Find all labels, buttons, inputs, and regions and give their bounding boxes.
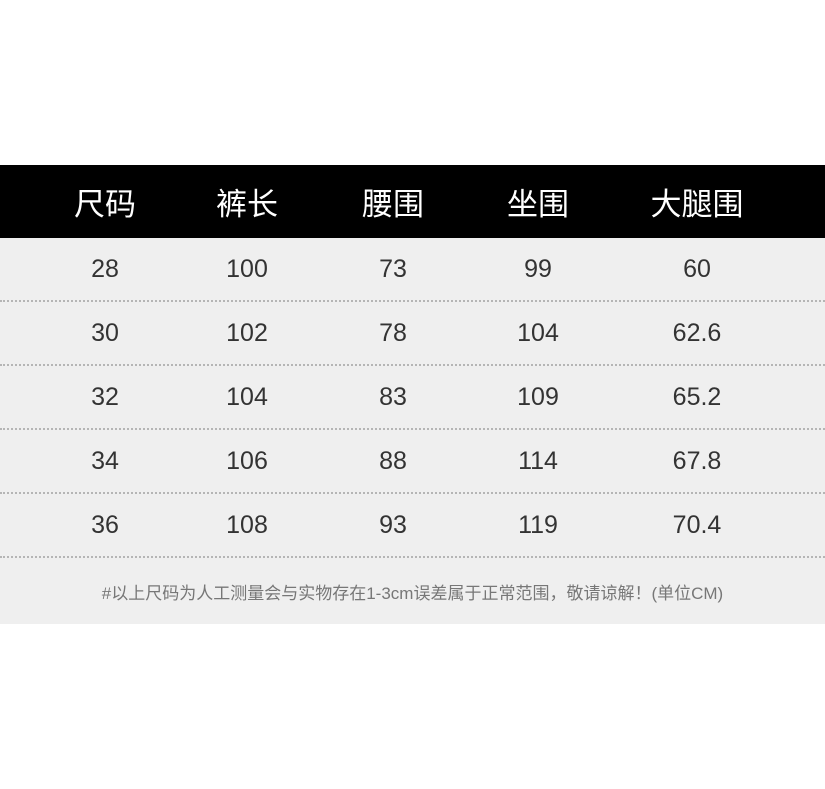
- table-cell: 119: [518, 510, 558, 539]
- table-row: 32 104 83 109 65.2: [0, 366, 825, 430]
- table-cell: 109: [517, 382, 559, 411]
- table-row: 34 106 88 114 67.8: [0, 430, 825, 494]
- footer-note: #以上尺码为人工测量会与实物存在1-3cm误差属于正常范围，敬请谅解！(单位CM…: [0, 558, 825, 624]
- table-cell: 67.8: [672, 446, 722, 475]
- table-cell: 30: [91, 318, 119, 347]
- table-row: 30 102 78 104 62.6: [0, 302, 825, 366]
- header-size: 尺码: [74, 187, 136, 222]
- table-cell: 36: [91, 510, 119, 539]
- table-cell: 104: [517, 318, 559, 347]
- table-cell: 60: [683, 254, 711, 283]
- header-hip: 坐围: [507, 187, 569, 222]
- table-cell: 102: [226, 318, 268, 347]
- table-cell: 88: [379, 446, 407, 475]
- table-header: 尺码 裤长 腰围 坐围 大腿围: [0, 165, 825, 238]
- table-row: 36 108 93 119 70.4: [0, 494, 825, 558]
- table-cell: 34: [91, 446, 119, 475]
- table-cell: 104: [226, 382, 268, 411]
- table-cell: 114: [518, 446, 558, 475]
- table-cell: 73: [379, 254, 407, 283]
- table-cell: 78: [379, 318, 407, 347]
- header-thigh: 大腿围: [650, 187, 744, 222]
- table-cell: 93: [379, 510, 407, 539]
- header-length: 裤长: [216, 187, 278, 222]
- table-cell: 28: [91, 254, 119, 283]
- table-cell: 70.4: [672, 510, 722, 539]
- header-waist: 腰围: [362, 187, 424, 222]
- table-cell: 83: [379, 382, 407, 411]
- table-cell: 32: [91, 382, 119, 411]
- table-cell: 99: [524, 254, 552, 283]
- table-row: 28 100 73 99 60: [0, 238, 825, 302]
- size-chart-table: 尺码 裤长 腰围 坐围 大腿围 28 100 73 99 60 30 102 78 104 62.…: [0, 165, 825, 624]
- table-cell: 108: [226, 510, 268, 539]
- table-cell: 65.2: [672, 382, 722, 411]
- table-cell: 100: [226, 254, 268, 283]
- table-cell: 106: [226, 446, 268, 475]
- table-cell: 62.6: [672, 318, 722, 347]
